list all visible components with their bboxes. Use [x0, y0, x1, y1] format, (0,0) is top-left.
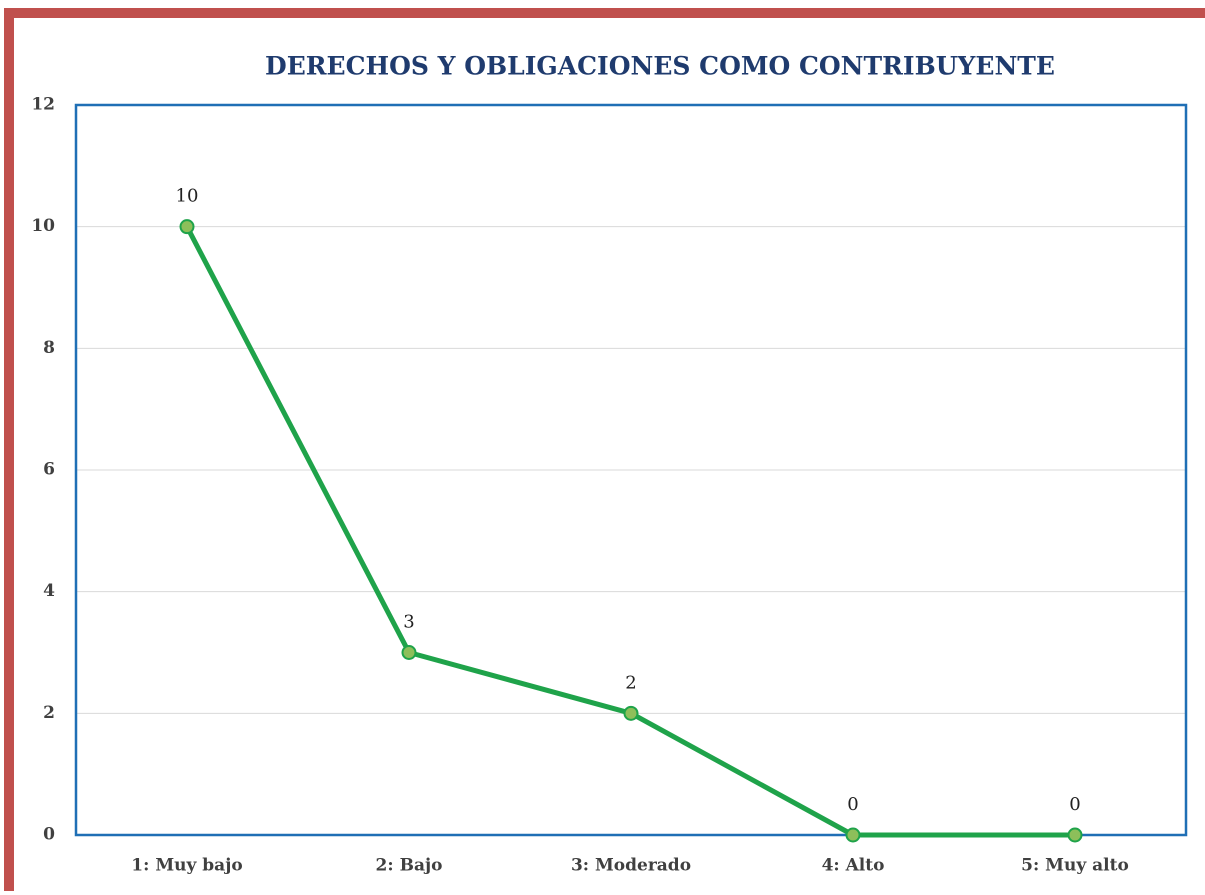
y-tick-label: 0 — [43, 825, 55, 845]
marker — [845, 827, 861, 843]
data-label: 0 — [1069, 794, 1080, 815]
y-tick-label: 10 — [31, 216, 55, 236]
plot-border — [74, 103, 1188, 837]
marker — [623, 705, 639, 721]
data-label: 0 — [847, 794, 858, 815]
x-tick-label: 2: Bajo — [376, 856, 443, 876]
x-tick-label: 3: Moderado — [571, 856, 691, 876]
data-label: 3 — [403, 612, 414, 633]
data-label: 10 — [176, 186, 199, 207]
chart-title: DERECHOS Y OBLIGACIONES COMO CONTRIBUYEN… — [265, 52, 1055, 81]
y-tick-label: 2 — [43, 703, 55, 723]
line — [184, 225, 1075, 838]
y-tick-label: 12 — [31, 95, 55, 115]
x-tick-label: 1: Muy bajo — [131, 856, 242, 876]
frame-top — [4, 8, 1205, 18]
frame-left — [4, 8, 14, 891]
y-tick-label: 8 — [43, 338, 55, 358]
data-label: 2 — [625, 672, 636, 693]
marker — [401, 645, 417, 660]
x-tick-label: 4: Alto — [822, 856, 885, 876]
y-tick-label: 4 — [43, 581, 55, 601]
marker — [179, 219, 195, 235]
x-tick-label: 5: Muy alto — [1021, 856, 1129, 876]
marker — [1067, 827, 1083, 843]
y-tick-label: 6 — [43, 460, 55, 480]
